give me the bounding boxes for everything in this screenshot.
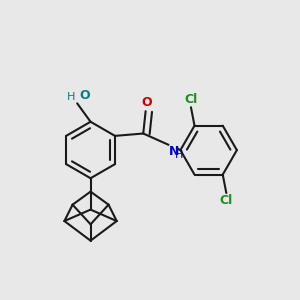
Text: H: H xyxy=(175,150,183,160)
Text: O: O xyxy=(79,89,90,102)
Text: H: H xyxy=(66,92,75,102)
Text: N: N xyxy=(169,146,179,158)
Text: O: O xyxy=(141,96,152,110)
Text: Cl: Cl xyxy=(184,93,198,106)
Text: Cl: Cl xyxy=(220,194,233,207)
